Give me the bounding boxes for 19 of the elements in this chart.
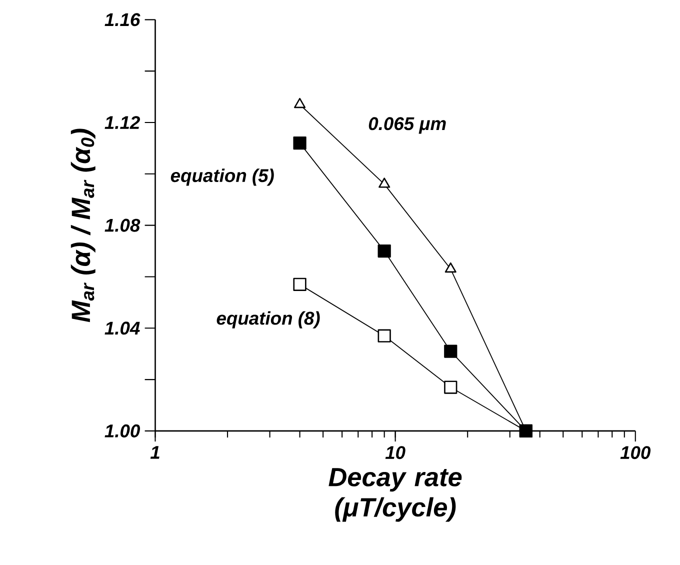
point: [293, 278, 306, 292]
point: [293, 136, 306, 150]
x-axis-title: Decay rate (μT/cycle): [328, 468, 462, 522]
point: [444, 380, 458, 394]
x-tick-label: 1: [150, 446, 160, 459]
y-tick-label: 1.16: [104, 13, 140, 26]
y-tick-label: 1.00: [104, 424, 140, 438]
y-tick-label: 1.04: [104, 322, 140, 335]
x-tick-label: 100: [620, 446, 651, 460]
y-tick-label: 1.12: [104, 116, 140, 130]
x-tick-label: 10: [385, 446, 406, 460]
series-label: 0.065 μm: [368, 117, 446, 134]
point: [444, 262, 456, 273]
point: [294, 98, 306, 108]
y-axis-title: M$_{ar}$ (α) / M$_{ar}$ (α$_{0}$): [70, 128, 96, 322]
series-label: equation (5): [170, 168, 274, 186]
series-label: equation (8): [216, 311, 320, 329]
y-tick-label: 1.08: [104, 218, 140, 232]
point: [444, 344, 458, 358]
